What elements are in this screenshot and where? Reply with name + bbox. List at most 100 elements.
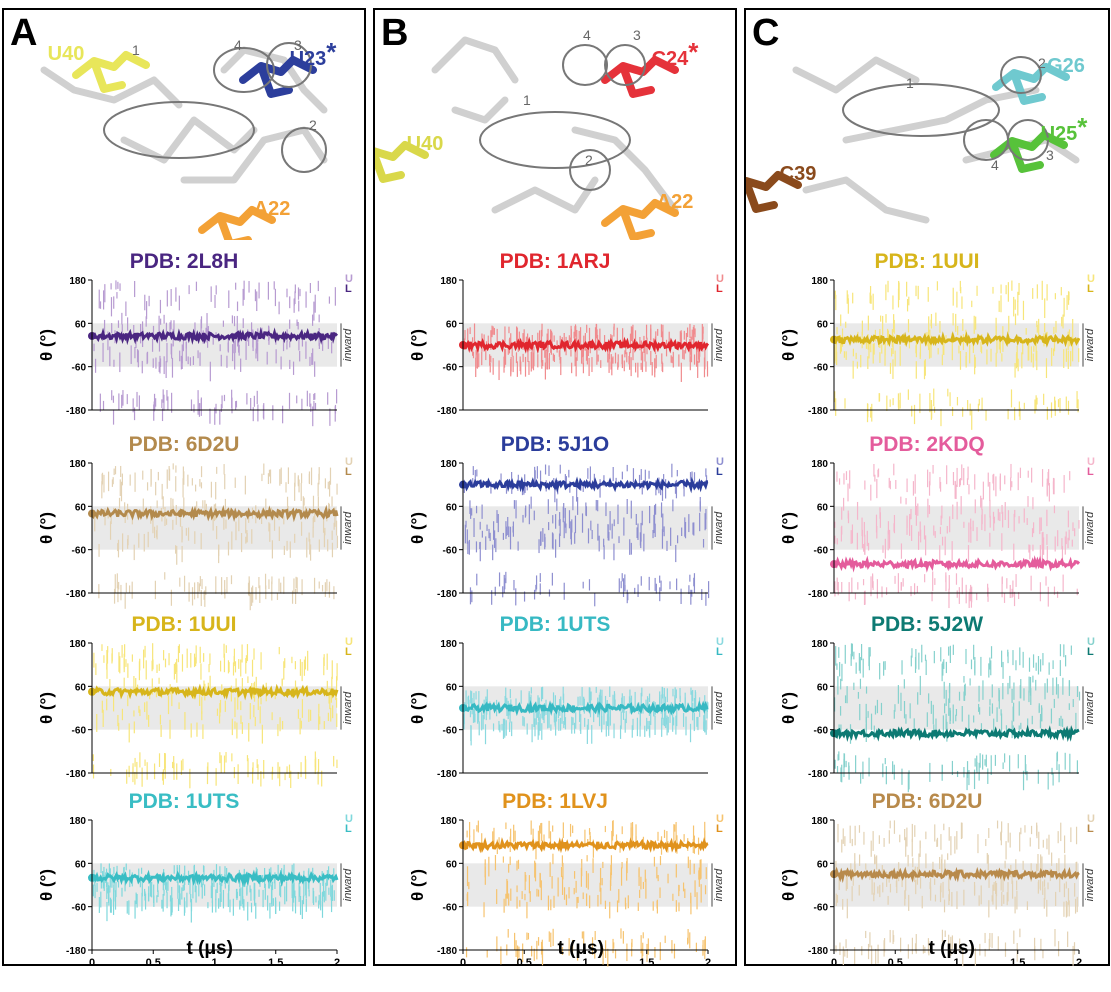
data-point-upper xyxy=(962,318,964,331)
data-point-upper xyxy=(312,517,314,528)
data-point-upper xyxy=(593,473,595,485)
data-point-upper xyxy=(672,351,674,368)
data-point-upper xyxy=(1012,580,1014,597)
data-point-upper xyxy=(554,712,556,726)
data-point-upper xyxy=(657,875,659,882)
data-point-upper xyxy=(534,470,536,484)
data-point-upper xyxy=(101,644,103,651)
data-point-upper xyxy=(861,517,863,537)
data-point-upper xyxy=(684,517,686,537)
data-point-upper xyxy=(1010,477,1012,491)
data-point-upper xyxy=(691,691,693,710)
data-point-upper xyxy=(170,289,172,306)
data-point-upper xyxy=(473,829,475,843)
data-point-upper xyxy=(689,723,692,743)
data-point-upper xyxy=(209,408,211,424)
residue-stick xyxy=(746,171,802,213)
data-point-upper xyxy=(632,718,634,731)
data-point-upper xyxy=(328,887,330,895)
data-point-upper xyxy=(834,290,836,299)
data-point-upper xyxy=(209,361,211,382)
y-axis-label: θ (°) xyxy=(37,869,56,901)
data-point-upper xyxy=(575,357,577,377)
data-point-upper xyxy=(153,404,155,421)
residue-label: U25* xyxy=(1041,112,1089,145)
data-point-upper xyxy=(694,690,696,697)
data-point-upper xyxy=(613,723,615,739)
data-point-upper xyxy=(489,354,491,366)
data-point-upper xyxy=(1039,879,1042,891)
data-point-upper xyxy=(1067,931,1069,948)
data-point-upper xyxy=(475,505,478,514)
data-point-upper xyxy=(151,660,153,672)
data-point-upper xyxy=(493,827,495,848)
data-point-upper xyxy=(666,831,668,849)
data-point-upper xyxy=(288,392,291,409)
data-point-upper xyxy=(497,513,499,533)
data-point-upper xyxy=(988,828,990,839)
data-point-upper xyxy=(645,324,648,339)
y-tick-label: 180 xyxy=(440,459,457,470)
data-point-upper xyxy=(547,358,549,370)
data-point-upper xyxy=(933,650,935,664)
data-point-upper xyxy=(837,754,839,761)
data-point-upper xyxy=(526,333,529,348)
data-point-upper xyxy=(676,578,678,591)
data-point-upper xyxy=(493,521,495,540)
data-point-upper xyxy=(226,867,228,883)
data-point-upper xyxy=(559,519,561,537)
data-point-upper xyxy=(959,479,961,487)
data-point-upper xyxy=(262,889,264,908)
data-point-upper xyxy=(586,855,588,862)
data-point-upper xyxy=(216,882,218,894)
data-point-upper xyxy=(562,822,564,839)
data-point-upper xyxy=(608,716,610,736)
data-point-upper xyxy=(597,354,599,362)
data-point-upper xyxy=(466,830,468,838)
data-point-upper xyxy=(96,882,98,892)
data-point-upper xyxy=(283,864,285,883)
data-point-upper xyxy=(138,533,140,548)
data-point-upper xyxy=(1036,397,1038,405)
data-point-upper xyxy=(975,316,977,330)
data-point-upper xyxy=(224,498,226,513)
data-point-upper xyxy=(514,932,516,950)
data-point-upper xyxy=(887,521,890,535)
data-point-upper xyxy=(178,702,180,710)
data-point-upper xyxy=(502,532,504,540)
legend-upper: U xyxy=(716,273,724,285)
data-point-upper xyxy=(190,399,193,411)
data-point-upper xyxy=(870,484,872,501)
data-point-upper xyxy=(911,648,913,658)
data-point-upper xyxy=(881,344,883,354)
data-point-upper xyxy=(169,895,172,902)
data-point-upper xyxy=(1061,538,1063,550)
data-point-upper xyxy=(970,659,973,670)
data-point-upper xyxy=(645,361,647,372)
data-point-upper xyxy=(256,291,258,312)
data-point-upper xyxy=(156,895,158,903)
data-point-upper xyxy=(173,865,175,874)
data-point-upper xyxy=(121,533,124,552)
data-point-upper xyxy=(961,464,963,481)
data-point-upper xyxy=(161,772,164,781)
data-point-upper xyxy=(476,352,479,369)
data-point-upper xyxy=(1054,396,1056,410)
data-point-upper xyxy=(534,862,537,882)
data-point-upper xyxy=(939,481,942,492)
data-point-upper xyxy=(652,901,654,911)
data-point-upper xyxy=(568,887,570,899)
data-point-upper xyxy=(863,544,865,552)
data-point-upper xyxy=(950,936,952,956)
data-point-upper xyxy=(963,875,965,883)
data-point-upper xyxy=(669,712,671,723)
data-point-upper xyxy=(623,360,625,372)
data-point-upper xyxy=(894,350,896,367)
data-point-upper xyxy=(982,481,984,500)
data-point-upper xyxy=(654,523,656,537)
data-point-upper xyxy=(1059,660,1061,677)
data-point-upper xyxy=(678,354,680,367)
data-point-upper xyxy=(1002,762,1004,770)
data-point-upper xyxy=(304,656,307,670)
data-point-upper xyxy=(588,579,591,591)
